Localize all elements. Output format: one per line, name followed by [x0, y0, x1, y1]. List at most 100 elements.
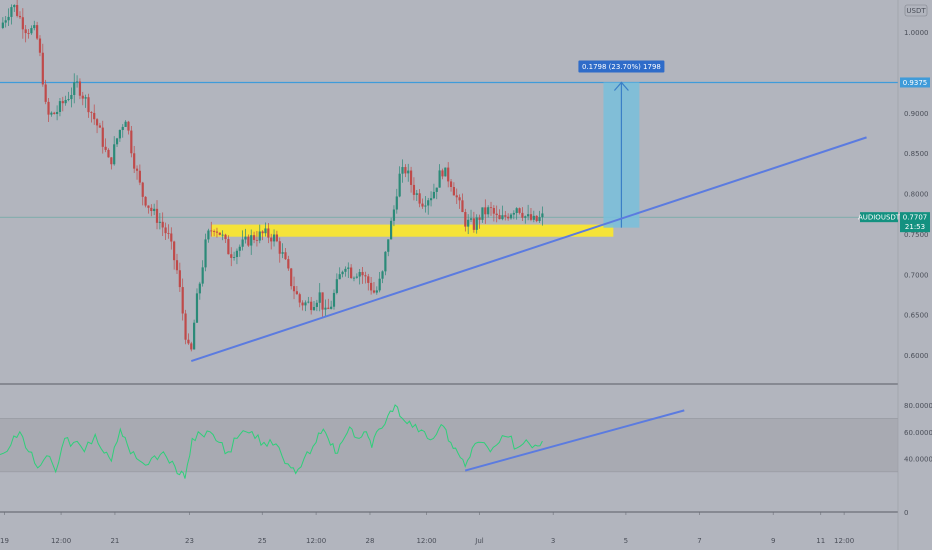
candle-body [167, 233, 170, 234]
candle-body [338, 274, 341, 280]
time-tick-label: 12:00 [834, 537, 854, 545]
candle-body [21, 17, 24, 30]
time-axis[interactable]: 19 12:00 21 23 25 12:00 28 12:00 Jul 3 5 7 9 11 12:00 [0, 512, 854, 545]
candle-body [535, 215, 538, 222]
oscillator-tick-label: 40.0000 [904, 456, 932, 464]
candle-body [75, 81, 79, 83]
support-zone [211, 224, 614, 237]
candle-body [367, 276, 370, 283]
candle-body [498, 215, 501, 220]
oscillator-pane[interactable] [0, 404, 898, 479]
candles [1, 0, 544, 352]
candle-body [44, 84, 47, 102]
candle-body [344, 268, 347, 272]
candle-body [301, 302, 304, 306]
candle-body [409, 170, 413, 185]
candle-body [469, 218, 473, 220]
candle-body [475, 217, 478, 230]
candle-body [118, 130, 121, 139]
candle-body [461, 200, 464, 213]
candle-body [378, 278, 381, 291]
oscillator-axis[interactable]: 80.0000 60.0000 40.0000 0 [904, 402, 932, 517]
candle-body [432, 191, 436, 199]
candle-body [509, 214, 513, 219]
price-tick-label: 0.7000 [904, 271, 929, 279]
candle-body [370, 282, 373, 291]
candle-body [150, 207, 153, 212]
candle-body [95, 119, 99, 126]
price-axis[interactable]: 1.0000 0.9000 0.8500 0.8000 0.7500 0.7000 0.65… [904, 29, 929, 360]
oscillator-tick-label: 80.0000 [904, 402, 932, 410]
candle-body [138, 170, 141, 183]
candle-body [361, 272, 364, 276]
candle-body [341, 271, 344, 275]
measure-tag [578, 60, 665, 73]
candle-body [18, 15, 22, 18]
candle-body [298, 294, 301, 303]
candle-body [195, 293, 199, 323]
candle-body [358, 272, 361, 277]
price-pane[interactable]: 0.1798 (23.70%) 1798 [0, 0, 898, 363]
candle-body [484, 207, 487, 215]
candle-body [332, 292, 336, 307]
candle-body [455, 195, 458, 198]
candle-body [204, 239, 207, 268]
candle-body [113, 144, 116, 165]
candle-body [261, 231, 264, 234]
candle-body [541, 213, 544, 218]
candle-body [421, 203, 424, 207]
candle-body [518, 208, 521, 213]
candle-body [481, 207, 484, 220]
oscillator-band [0, 418, 898, 472]
candle-body [538, 217, 541, 222]
candle-body [444, 167, 447, 177]
candle-body [235, 250, 239, 258]
candle-body [64, 99, 67, 104]
oscillator-trendline[interactable] [464, 409, 685, 472]
candle-body [478, 217, 481, 220]
last-price-tag [900, 212, 930, 233]
candle-body [287, 259, 290, 269]
time-tick-label: 21 [110, 537, 119, 545]
candle-body [258, 231, 261, 241]
candle-body [407, 170, 410, 174]
candle-body [184, 313, 187, 340]
candle-body [67, 99, 70, 100]
price-tick-label: 0.8500 [904, 150, 929, 158]
oscillator-line [0, 404, 543, 479]
time-tick-label: 25 [258, 537, 267, 545]
candle-body [164, 227, 167, 234]
candle-body [1, 22, 4, 28]
candle-body [335, 279, 338, 293]
candle-body [292, 286, 296, 292]
quote-currency-badge[interactable] [904, 4, 928, 17]
candle-body [147, 205, 150, 208]
candle-body [438, 170, 441, 188]
time-tick-label: 7 [697, 537, 701, 545]
quote-currency-label: USDT [906, 7, 926, 15]
time-tick-label: 9 [771, 537, 775, 545]
last-price-symbol-tag [860, 212, 898, 223]
candle-body [238, 246, 241, 251]
price-tick-label: 0.6000 [904, 352, 929, 360]
candle-body [424, 205, 427, 207]
candle-body [155, 208, 159, 223]
candle-body [515, 208, 518, 213]
trendline[interactable] [190, 136, 867, 363]
candle-body [193, 322, 196, 350]
candle-body [418, 193, 421, 204]
candle-body [247, 236, 250, 246]
candle-body [190, 343, 193, 350]
candle-body [232, 257, 236, 258]
candle-body [210, 230, 213, 232]
candle-body [90, 112, 93, 113]
candle-body [458, 197, 461, 201]
candle-body [489, 207, 493, 209]
time-tick-label: 11 [816, 537, 825, 545]
candle-body [241, 239, 244, 247]
candle-body [41, 52, 44, 85]
candle-body [98, 125, 102, 128]
time-tick-label: Jul [474, 537, 484, 545]
candle-body [110, 157, 113, 165]
